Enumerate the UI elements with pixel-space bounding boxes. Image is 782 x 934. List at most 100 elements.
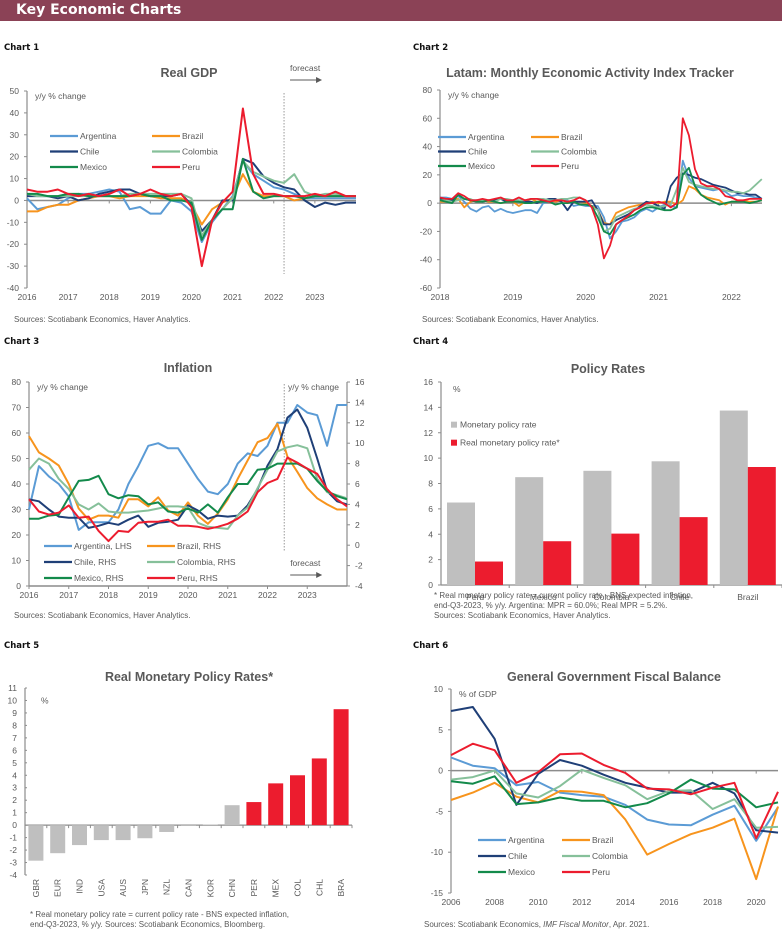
x-tick-label: 2020 — [179, 590, 198, 600]
left-y-tick-label: 30 — [10, 130, 20, 140]
right-y-tick-label: 8 — [355, 459, 360, 469]
chart-4-svg: Policy Rates 0 2 4 6 8 10 12 14 16% Peru Mexico Colo… — [424, 362, 782, 620]
series-line-mexico — [439, 166, 763, 236]
y-axis-unit-label: y/y % change — [448, 90, 499, 100]
forecast-label: forecast — [290, 558, 321, 568]
footnote-line: end-Q3-2023, % y/y. Argentina: MPR = 60.… — [434, 601, 667, 610]
source-publication: IMF Fiscal Monitor — [543, 920, 609, 929]
y-axis-unit-label: y/y % change — [37, 382, 88, 392]
x-tick-label: 2018 — [703, 897, 722, 907]
chart-4-label: Chart 4 — [413, 337, 449, 347]
bar-ind — [72, 825, 87, 846]
left-y-tick-label: 12 — [424, 428, 434, 438]
left-y-tick-label: -1 — [9, 833, 17, 843]
legend-label-peru: Peru — [561, 161, 579, 171]
x-category-label: Mexico — [530, 592, 557, 602]
bar-bra — [333, 709, 349, 826]
series-line-peru-rhs — [28, 456, 348, 543]
x-tick-label: 2023 — [305, 292, 324, 302]
x-category-label: KOR — [205, 879, 215, 897]
right-y-tick-label: 16 — [355, 377, 365, 387]
left-y-tick-label: -5 — [435, 806, 443, 816]
bar-col — [290, 775, 305, 826]
x-category-label: EUR — [53, 879, 63, 897]
legend-label-brazil: Brazil — [592, 835, 613, 845]
left-y-tick-label: -10 — [7, 217, 20, 227]
left-y-tick-label: -2 — [9, 845, 17, 855]
legend-label-mexico: Mexico — [508, 867, 535, 877]
left-y-tick-label: 6 — [12, 745, 17, 755]
series-line-peru — [450, 742, 779, 840]
chart-1-label: Chart 1 — [4, 43, 40, 53]
bar-real-monetary-policy-rate-mexico — [543, 541, 572, 585]
left-y-tick-label: 14 — [424, 402, 434, 412]
header-banner: Key Economic Charts — [0, 0, 782, 21]
x-tick-label: 2017 — [59, 590, 78, 600]
series-line-argentina-lhs — [28, 404, 347, 531]
left-y-tick-label: 3 — [12, 783, 17, 793]
left-y-tick-label: 4 — [428, 529, 433, 539]
left-y-tick-label: 80 — [423, 85, 433, 95]
left-y-tick-label: -20 — [420, 226, 433, 236]
bar-nzl — [159, 825, 175, 832]
bar-monetary-policy-rate-chile — [651, 461, 680, 585]
x-tick-label: 2020 — [747, 897, 766, 907]
x-tick-label: 2022 — [264, 292, 283, 302]
left-y-tick-label: 5 — [438, 725, 443, 735]
x-category-label: CHL — [314, 879, 324, 896]
y-axis-unit-label: % — [453, 384, 461, 394]
chart-1-real-gdp: Real GDP -40 -30 -20 -10 0 10 20 30 40 50 y/y % cha… — [0, 58, 391, 328]
bar-monetary-policy-rate-peru — [447, 502, 475, 585]
chart-2-svg: Latam: Monthly Economic Activity Index T… — [420, 66, 763, 324]
x-tick-label: 2012 — [572, 897, 591, 907]
chart-6-svg: General Government Fiscal Balance -15 -10 -… — [424, 670, 779, 929]
left-y-tick-label: 10 — [434, 684, 444, 694]
left-y-tick-label: 30 — [12, 505, 22, 515]
left-y-tick-label: 10 — [12, 556, 22, 566]
left-y-tick-label: 10 — [10, 174, 20, 184]
x-tick-label: 2019 — [141, 292, 160, 302]
left-y-tick-label: 50 — [10, 86, 20, 96]
legend-label-chile: Chile — [80, 147, 100, 157]
chart-4-policy-rates: Policy Rates 0 2 4 6 8 10 12 14 16% Peru Mexico Colo… — [405, 352, 782, 632]
legend-swatch-monetary-policy-rate — [451, 421, 457, 428]
chart-6-fiscal-balance: General Government Fiscal Balance -15 -10 -… — [405, 656, 782, 934]
x-tick-label: 2016 — [18, 292, 37, 302]
x-tick-label: 2016 — [20, 590, 39, 600]
right-y-tick-label: 2 — [355, 520, 360, 530]
left-y-tick-label: -3 — [9, 858, 17, 868]
x-tick-label: 2006 — [442, 897, 461, 907]
x-category-label: GBR — [31, 879, 41, 897]
bar-chl — [311, 758, 327, 826]
left-y-tick-label: 2 — [428, 555, 433, 565]
x-category-label: USA — [96, 879, 106, 897]
chart-5-real-policy-rates: Real Monetary Policy Rates* -4 -3 -2 -1 0 1 2 3 4… — [0, 656, 391, 934]
legend-label-peru-rhs: Peru, RHS — [177, 573, 218, 583]
left-y-tick-label: -40 — [7, 283, 20, 293]
x-tick-label: 2018 — [100, 292, 119, 302]
left-y-tick-label: 8 — [428, 479, 433, 489]
legend-label-mexico: Mexico — [80, 162, 107, 172]
legend-label-chile: Chile — [468, 147, 488, 157]
left-y-tick-label: 9 — [12, 708, 17, 718]
left-y-tick-label: 0 — [427, 198, 432, 208]
right-y-tick-label: 10 — [355, 438, 365, 448]
left-y-tick-label: 40 — [423, 142, 433, 152]
chart-title: Inflation — [164, 361, 213, 375]
legend-label-peru: Peru — [182, 162, 200, 172]
left-y-tick-label: 40 — [10, 108, 20, 118]
x-tick-label: 2020 — [182, 292, 201, 302]
source-note: Sources: Scotiabank Economics, Haver Ana… — [422, 315, 599, 324]
left-y-tick-label: 4 — [12, 770, 17, 780]
legend-label-argentina: Argentina — [508, 835, 545, 845]
bar-jpn — [137, 825, 153, 839]
series-line-argentina — [440, 159, 763, 240]
chart-title: Policy Rates — [571, 362, 645, 376]
x-category-label: Chile — [670, 592, 690, 602]
bar-real-monetary-policy-rate-colombia — [611, 533, 640, 585]
left-y-tick-label: 5 — [12, 758, 17, 768]
legend-label-argentina: Argentina — [468, 132, 505, 142]
legend-label-peru: Peru — [592, 867, 610, 877]
left-y-tick-label: -30 — [7, 261, 20, 271]
